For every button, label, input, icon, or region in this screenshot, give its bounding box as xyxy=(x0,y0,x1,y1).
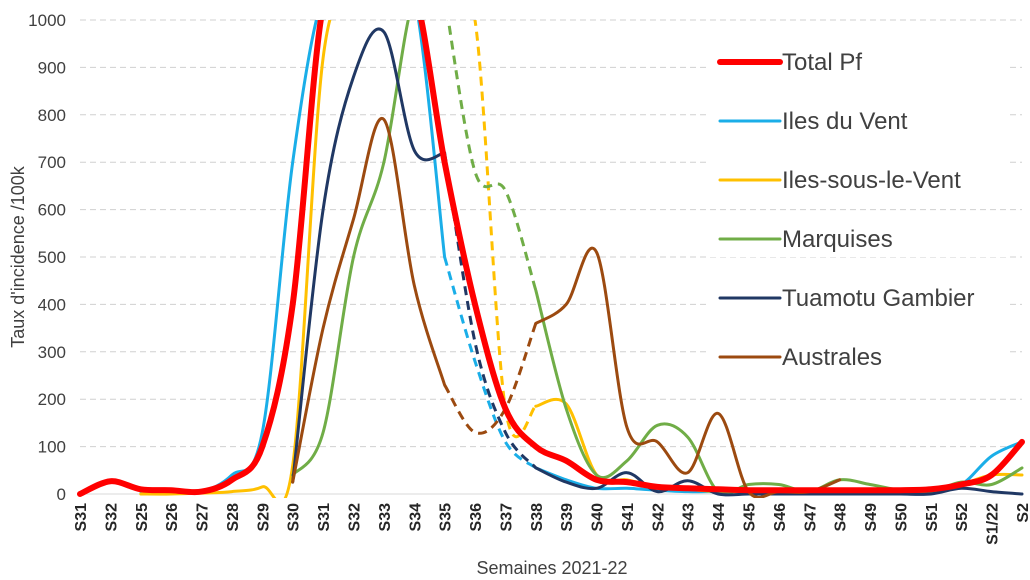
x-tick-label: S35 xyxy=(438,503,455,532)
x-tick-label: S43 xyxy=(681,503,698,532)
x-tick-label: S32 xyxy=(346,503,363,532)
series-line-marquises-dashed xyxy=(446,20,538,291)
x-tick-label: S48 xyxy=(833,503,850,532)
x-tick-label: S46 xyxy=(772,503,789,532)
series-line-iles-sous-le-vent-dashed xyxy=(473,20,538,439)
legend-bg xyxy=(708,99,1008,139)
y-tick-label: 1000 xyxy=(28,11,66,30)
legend-label-iles-du-vent: Iles du Vent xyxy=(782,108,908,135)
series-line-australes xyxy=(291,116,447,484)
x-axis-ticks: S31 S32 S25 S26 S27 S28 S29 S30 S31 S32 S33 S34 S35 S… xyxy=(73,503,1030,545)
series-line-tuamotu-gambier xyxy=(291,27,447,484)
x-tick-label: S38 xyxy=(529,503,546,532)
legend-label-iles-sous-le-vent: Iles-sous-le-Vent xyxy=(782,167,961,194)
x-tick-label: S50 xyxy=(893,503,910,532)
legend-label-tuamotu-gambier: Tuamotu Gambier xyxy=(782,285,975,312)
x-tick-label: S25 xyxy=(134,503,151,532)
legend-label-marquises: Marquises xyxy=(782,226,893,253)
series-line-iles-du-vent-dashed xyxy=(443,256,537,470)
x-tick-label: S36 xyxy=(468,503,485,532)
legend-bg xyxy=(708,335,1008,375)
y-tick-label: 300 xyxy=(38,343,66,362)
x-tick-label: S45 xyxy=(742,503,759,532)
x-tick-label: S27 xyxy=(195,503,212,532)
series-line-australes-dashed xyxy=(443,322,538,435)
y-axis-title: Taux d'incidence /100k xyxy=(8,165,28,348)
x-tick-label: S31 xyxy=(73,503,90,532)
y-tick-label: 400 xyxy=(38,295,66,314)
series-line-marquises xyxy=(291,20,410,477)
x-tick-label: S26 xyxy=(164,503,181,532)
series-line-total-pf xyxy=(77,20,1025,497)
y-tick-label: 600 xyxy=(38,201,66,220)
series-line-iles-sous-le-vent xyxy=(534,397,1024,494)
x-tick-label: S31 xyxy=(316,503,333,532)
legend-bg xyxy=(708,158,1008,198)
legend-bg xyxy=(708,217,1008,257)
legend: Total Pf Iles du Vent Iles-sous-le-Vent Mar… xyxy=(708,40,1008,375)
y-tick-label: 700 xyxy=(38,153,66,172)
legend-label-total-pf: Total Pf xyxy=(782,49,862,76)
legend-label-australes: Australes xyxy=(782,344,882,371)
y-tick-label: 100 xyxy=(38,438,66,457)
x-tick-label: S2 xyxy=(1015,503,1030,523)
legend-bg xyxy=(708,276,1008,316)
x-tick-label: S40 xyxy=(590,503,607,532)
series-lines xyxy=(77,20,1025,498)
x-tick-label: S34 xyxy=(407,503,424,532)
y-tick-label: 500 xyxy=(38,248,66,267)
x-tick-label: S33 xyxy=(377,503,394,532)
x-tick-label: S47 xyxy=(802,503,819,532)
x-axis-title: Semaines 2021-22 xyxy=(476,558,627,578)
x-tick-label: S39 xyxy=(559,503,576,532)
x-tick-label: S42 xyxy=(650,503,667,532)
y-tick-label: 800 xyxy=(38,106,66,125)
x-tick-label: S32 xyxy=(103,503,120,532)
x-tick-label: S37 xyxy=(498,503,515,532)
x-tick-label: S41 xyxy=(620,503,637,532)
y-tick-label: 0 xyxy=(57,485,66,504)
x-tick-label: S1/22 xyxy=(985,503,1002,545)
y-tick-label: 200 xyxy=(38,390,66,409)
x-tick-label: S30 xyxy=(286,503,303,532)
x-tick-label: S29 xyxy=(255,503,272,532)
x-tick-label: S52 xyxy=(954,503,971,532)
y-tick-label: 900 xyxy=(38,58,66,77)
x-tick-label: S51 xyxy=(924,503,941,532)
x-tick-label: S28 xyxy=(225,503,242,532)
y-axis-ticks: 0 100 200 300 400 500 600 700 800 900 1000 xyxy=(28,11,66,504)
x-tick-label: S44 xyxy=(711,503,728,532)
series-line-tuamotu-gambier xyxy=(534,466,1024,497)
x-tick-label: S49 xyxy=(863,503,880,532)
